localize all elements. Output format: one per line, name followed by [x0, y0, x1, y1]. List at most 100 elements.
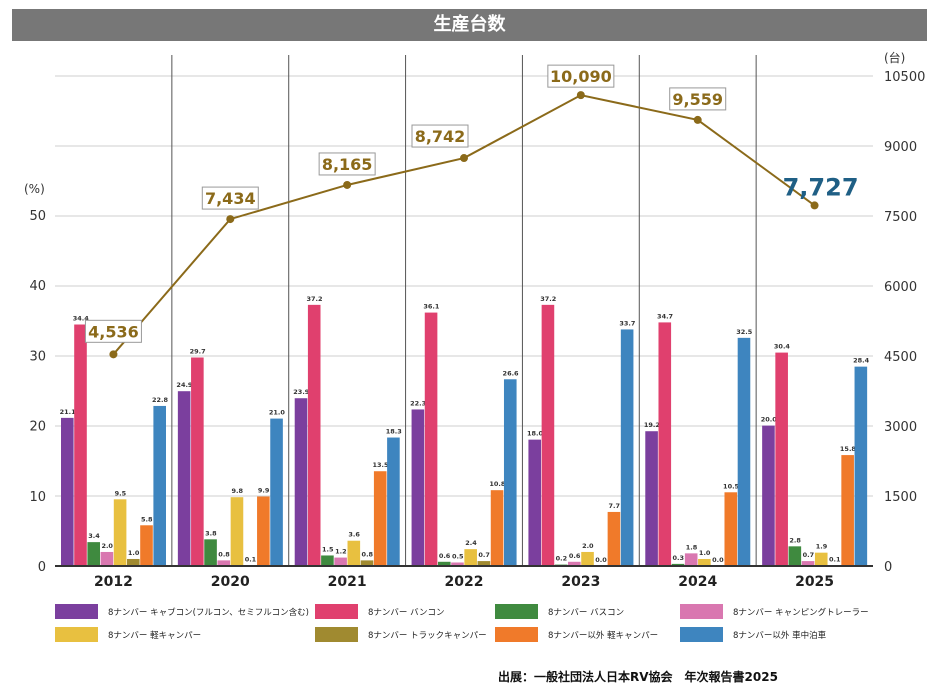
right-tick-label: 4500: [884, 350, 917, 365]
bar-value-label: 1.2: [335, 548, 347, 556]
production-chart: 0 1500 3000 4500 6000 7500 9000 10500 (台) 0 10 20 30…: [24, 50, 925, 590]
line-value-label: 7,727: [783, 173, 859, 201]
line-value-label: 9,559: [672, 90, 723, 109]
bar: [347, 540, 361, 566]
legend-item: 8ナンバー 軽キャンパー: [55, 627, 201, 642]
bar: [490, 490, 504, 566]
bar: [724, 492, 738, 566]
bar: [528, 439, 542, 566]
bar-value-label: 26.6: [503, 369, 520, 377]
bar: [204, 539, 217, 566]
left-tick-label: 50: [29, 209, 46, 224]
bar-value-label: 1.5: [322, 545, 334, 553]
legend-swatch: [495, 604, 538, 619]
line-point: [693, 115, 702, 124]
category-label: 2022: [445, 574, 484, 590]
bar: [217, 560, 231, 566]
bar: [140, 525, 153, 566]
legend-item: 8ナンバー キャンピングトレーラー: [680, 604, 869, 619]
bar: [788, 546, 802, 566]
line-point: [460, 154, 468, 163]
bar-value-label: 19.2: [644, 421, 660, 429]
bar: [581, 551, 594, 566]
bar: [684, 553, 698, 566]
bar-value-label: 24.9: [176, 381, 193, 389]
bar-value-label: 33.7: [619, 319, 635, 327]
bar: [658, 322, 672, 566]
bar-value-label: 7.7: [608, 502, 620, 510]
line-label-box: [411, 124, 469, 148]
bar-value-label: 29.7: [190, 348, 206, 356]
bar-value-label: 9.9: [258, 487, 270, 495]
legend-swatch: [55, 627, 98, 642]
bar: [334, 557, 347, 566]
left-tick-label: 0: [38, 560, 46, 575]
bar-value-label: 0.8: [362, 550, 374, 558]
bar-value-label: 18.3: [386, 428, 402, 436]
legend-item: 8ナンバー以外 車中泊車: [680, 627, 826, 642]
legend-label: 8ナンバー 軽キャンパー: [108, 630, 202, 641]
bar-value-label: 1.9: [816, 543, 828, 551]
bar-value-label: 3.4: [88, 532, 100, 540]
bar-value-label: 0.6: [439, 552, 451, 560]
bar: [411, 409, 425, 566]
category-label: 2024: [678, 574, 717, 590]
bar-value-label: 23.9: [293, 388, 310, 396]
bar: [607, 511, 621, 566]
line-value-label: 4,536: [88, 322, 139, 341]
bar-value-label: 0.0: [712, 556, 724, 564]
line-label-box: [201, 186, 259, 210]
bar: [645, 431, 658, 566]
source-note: 出展：一般社団法人日本RV協会 年次報告書2025: [498, 670, 778, 684]
legend-swatch: [495, 627, 538, 642]
bar-value-label: 0.0: [595, 556, 607, 564]
right-tick-label: 9000: [884, 140, 917, 155]
chart-title: 生産台数: [12, 9, 927, 41]
bar: [307, 304, 321, 566]
bar: [270, 418, 283, 566]
legend-label: 8ナンバー トラックキャンパー: [368, 630, 487, 641]
bar-value-label: 0.1: [829, 555, 841, 563]
category-label: 2023: [561, 574, 600, 590]
line-value-label: 7,434: [205, 189, 256, 208]
legend-item: 8ナンバー キャブコン(フルコン、セミフルコン含む): [55, 604, 309, 619]
bar-value-label: 18.0: [527, 430, 544, 438]
bar: [373, 471, 387, 566]
bar-value-label: 22.3: [410, 399, 426, 407]
bar: [503, 379, 517, 566]
bar-value-label: 9.8: [231, 487, 243, 495]
bar: [87, 542, 100, 566]
bar-value-label: 37.2: [306, 295, 322, 303]
category-label: 2012: [94, 574, 133, 590]
bar: [387, 437, 400, 566]
right-tick-label: 6000: [884, 280, 917, 295]
bar-value-label: 22.8: [152, 396, 169, 404]
legend-item: 8ナンバー バスコン: [495, 604, 624, 619]
legend-label: 8ナンバー キャブコン(フルコン、セミフルコン含む): [108, 607, 309, 618]
bar-value-label: 0.2: [556, 555, 568, 563]
bar-value-label: 21.0: [269, 409, 286, 417]
legend-swatch: [55, 604, 98, 619]
bar: [451, 562, 464, 566]
bar: [257, 496, 270, 566]
bar: [61, 417, 74, 566]
bar-value-label: 30.4: [774, 343, 791, 351]
bar-value-label: 36.1: [423, 303, 440, 311]
line-point: [109, 350, 118, 359]
bar: [568, 561, 581, 566]
bar-value-label: 0.6: [569, 552, 581, 560]
line-point: [576, 91, 585, 100]
bar-value-label: 3.8: [205, 529, 217, 537]
legend-item: 8ナンバー以外 軽キャンパー: [495, 627, 658, 642]
bar: [762, 425, 775, 566]
bar: [360, 560, 374, 566]
bar: [464, 549, 477, 566]
bar-value-label: 2.8: [789, 536, 801, 544]
bar-value-label: 34.4: [73, 315, 90, 323]
left-tick-label: 30: [29, 349, 46, 364]
bar: [177, 391, 191, 566]
line-value-label: 8,742: [415, 127, 466, 146]
bar: [620, 329, 634, 566]
legend-label: 8ナンバー バンコン: [368, 607, 445, 618]
category-label: 2020: [211, 574, 250, 590]
